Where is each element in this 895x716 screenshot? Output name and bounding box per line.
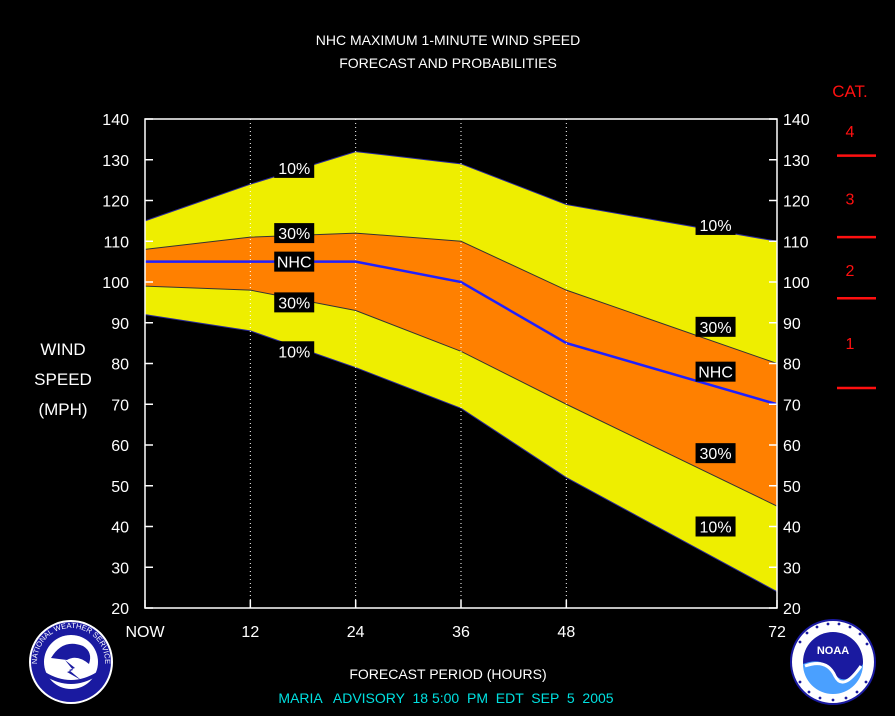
axis-ticks: 20 20 30 30 40 40 50 50 60 60 70 70 80 80 90 90 100 100 11… xyxy=(102,112,810,641)
category-label: 4 xyxy=(846,124,855,141)
lower-10-edge xyxy=(144,314,778,593)
band-label-box xyxy=(274,341,315,362)
band-label-box xyxy=(695,316,736,337)
y-tick-label-left: 80 xyxy=(111,357,129,374)
band-label-text: 30% xyxy=(278,295,310,312)
band-label-box xyxy=(695,214,736,235)
noaa-logo: NOAA xyxy=(790,619,876,705)
y-tick-label-left: 90 xyxy=(111,316,129,333)
y-tick-label-right: 50 xyxy=(783,479,801,496)
band-edges xyxy=(144,151,778,593)
y-tick-label-left: 20 xyxy=(111,601,129,618)
band-label-box xyxy=(274,223,315,244)
band-label-text: 10% xyxy=(278,161,310,178)
band-label: 10% xyxy=(274,157,315,178)
band-labels: 10% 30% NHC 30% 10% 10% 30% NHC 30% 10% xyxy=(274,157,736,537)
band-label: 10% xyxy=(695,214,736,235)
chart-subtitle: FORECAST AND PROBABILITIES xyxy=(339,55,557,71)
band-label-text: 10% xyxy=(700,218,732,235)
y-tick-label-right: 20 xyxy=(783,601,801,618)
y-tick-label-right: 130 xyxy=(783,153,810,170)
y-tick-label-right: 80 xyxy=(783,357,801,374)
band-label-box xyxy=(695,443,736,464)
y-tick-label-right: 40 xyxy=(783,520,801,537)
band-label-text: 10% xyxy=(278,344,310,361)
vertical-grid xyxy=(249,119,567,608)
band-label: 30% xyxy=(274,223,315,244)
nws-logo: NATIONAL WEATHER SERVICE xyxy=(29,620,113,704)
y-tick-label-right: 110 xyxy=(783,234,809,251)
band-label-text: 10% xyxy=(700,520,732,537)
ylabel-line-1: WIND xyxy=(40,340,85,359)
y-tick-label-right: 90 xyxy=(783,316,801,333)
x-tick-label: 72 xyxy=(768,624,786,641)
band-label: 30% xyxy=(695,443,736,464)
y-tick-label-left: 60 xyxy=(111,438,129,455)
category-label: 1 xyxy=(846,336,855,353)
lower-30-edge xyxy=(144,285,778,507)
chart-title: NHC MAXIMUM 1-MINUTE WIND SPEED xyxy=(316,32,580,48)
y-tick-label-right: 140 xyxy=(783,112,810,129)
category-title: CAT. xyxy=(832,82,868,101)
band-label-box xyxy=(274,292,315,313)
x-tick-label: 48 xyxy=(557,624,575,641)
advisory-footer: MARIA ADVISORY 18 5:00 PM EDT SEP 5 2005 xyxy=(278,690,613,706)
band-label-text: NHC xyxy=(698,365,733,382)
band-label-box xyxy=(695,516,736,537)
y-tick-label-left: 30 xyxy=(111,560,129,577)
band-label-text: 30% xyxy=(278,226,310,243)
x-tick-label: NOW xyxy=(125,624,165,641)
noaa-ring-text xyxy=(798,622,869,702)
y-tick-label-left: 140 xyxy=(102,112,129,129)
band-label-box xyxy=(695,361,736,382)
band-label-box xyxy=(274,157,315,178)
band-label: NHC xyxy=(695,361,736,382)
upper-30-edge xyxy=(144,232,778,364)
band-label: 30% xyxy=(695,316,736,337)
x-axis-label: FORECAST PERIOD (HOURS) xyxy=(349,666,546,682)
y-tick-label-right: 100 xyxy=(783,275,810,292)
noaa-logo-text: NOAA xyxy=(817,645,849,657)
band-label-text: NHC xyxy=(277,255,312,272)
band-label-text: 30% xyxy=(700,446,732,463)
upper-10-edge xyxy=(144,151,778,242)
y-tick-label-right: 120 xyxy=(783,194,810,211)
y-tick-label-left: 110 xyxy=(103,234,129,251)
y-tick-label-left: 130 xyxy=(102,153,129,170)
band-label: 30% xyxy=(274,292,315,313)
band-label-box xyxy=(274,251,315,272)
y-tick-label-left: 100 xyxy=(102,275,129,292)
ylabel-line-3: (MPH) xyxy=(38,400,87,419)
y-tick-label-right: 70 xyxy=(783,397,801,414)
band-label: NHC xyxy=(274,251,315,272)
category-label: 3 xyxy=(846,191,855,208)
y-tick-label-left: 50 xyxy=(111,479,129,496)
x-tick-label: 24 xyxy=(347,624,365,641)
band-label: 10% xyxy=(695,516,736,537)
y-tick-label-right: 60 xyxy=(783,438,801,455)
category-label: 2 xyxy=(846,263,855,280)
ylabel-line-2: SPEED xyxy=(34,370,92,389)
band-label-text: 30% xyxy=(700,320,732,337)
y-tick-label-left: 120 xyxy=(102,194,129,211)
x-tick-label: 12 xyxy=(241,624,259,641)
nhc-forecast-line xyxy=(145,260,778,406)
y-tick-label-right: 30 xyxy=(783,560,801,577)
category-scale: CAT. 4 3 2 1 xyxy=(832,82,876,390)
x-tick-label: 36 xyxy=(452,624,470,641)
y-tick-label-left: 40 xyxy=(111,520,129,537)
y-tick-label-left: 70 xyxy=(111,397,129,414)
band-label: 10% xyxy=(274,341,315,362)
